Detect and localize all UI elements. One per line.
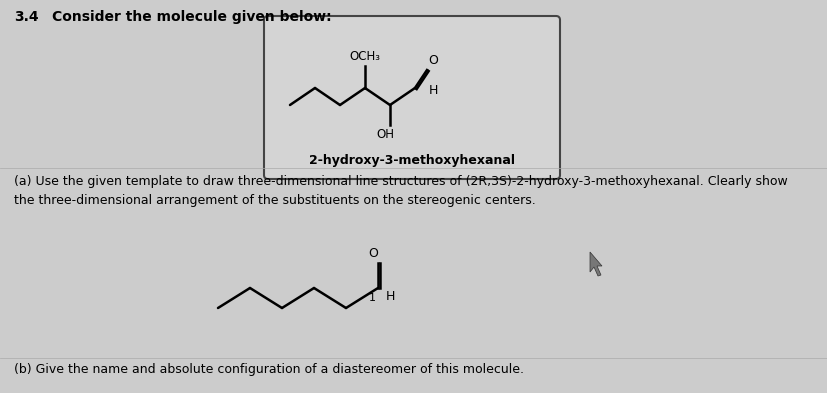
FancyBboxPatch shape xyxy=(264,16,559,179)
Text: 2-hydroxy-3-methoxyhexanal: 2-hydroxy-3-methoxyhexanal xyxy=(308,154,514,167)
Text: (a) Use the given template to draw three-dimensional line structures of (2R,3S)-: (a) Use the given template to draw three… xyxy=(14,175,786,207)
Text: Consider the molecule given below:: Consider the molecule given below: xyxy=(52,10,332,24)
Text: O: O xyxy=(368,247,377,260)
Text: H: H xyxy=(385,290,395,303)
Text: O: O xyxy=(428,54,437,67)
Text: 1: 1 xyxy=(368,293,375,303)
Text: 3.4: 3.4 xyxy=(14,10,39,24)
Text: OH: OH xyxy=(375,128,394,141)
Text: (b) Give the name and absolute configuration of a diastereomer of this molecule.: (b) Give the name and absolute configura… xyxy=(14,363,523,376)
Text: H: H xyxy=(428,84,437,97)
Polygon shape xyxy=(590,252,601,276)
Text: OCH₃: OCH₃ xyxy=(348,50,380,63)
